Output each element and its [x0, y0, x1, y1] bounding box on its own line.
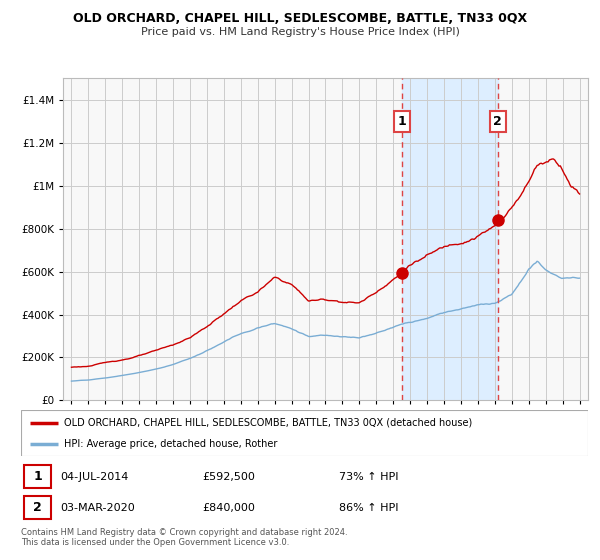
Text: 1: 1	[397, 115, 406, 128]
Text: 04-JUL-2014: 04-JUL-2014	[61, 472, 129, 482]
Bar	[402, 78, 498, 400]
Text: Contains HM Land Registry data © Crown copyright and database right 2024.
This d: Contains HM Land Registry data © Crown c…	[21, 528, 347, 547]
Text: 2: 2	[493, 115, 502, 128]
FancyBboxPatch shape	[24, 496, 51, 519]
Text: Price paid vs. HM Land Registry's House Price Index (HPI): Price paid vs. HM Land Registry's House …	[140, 27, 460, 37]
Text: HPI: Average price, detached house, Rother: HPI: Average price, detached house, Roth…	[64, 439, 277, 449]
Text: 2: 2	[33, 501, 42, 514]
Text: 73% ↑ HPI: 73% ↑ HPI	[338, 472, 398, 482]
Text: OLD ORCHARD, CHAPEL HILL, SEDLESCOMBE, BATTLE, TN33 0QX: OLD ORCHARD, CHAPEL HILL, SEDLESCOMBE, B…	[73, 12, 527, 25]
Text: OLD ORCHARD, CHAPEL HILL, SEDLESCOMBE, BATTLE, TN33 0QX (detached house): OLD ORCHARD, CHAPEL HILL, SEDLESCOMBE, B…	[64, 418, 472, 428]
Text: £592,500: £592,500	[202, 472, 256, 482]
Text: 86% ↑ HPI: 86% ↑ HPI	[338, 502, 398, 512]
Text: 03-MAR-2020: 03-MAR-2020	[61, 502, 136, 512]
Text: £840,000: £840,000	[202, 502, 256, 512]
Text: 1: 1	[33, 470, 42, 483]
FancyBboxPatch shape	[21, 410, 588, 456]
FancyBboxPatch shape	[24, 465, 51, 488]
